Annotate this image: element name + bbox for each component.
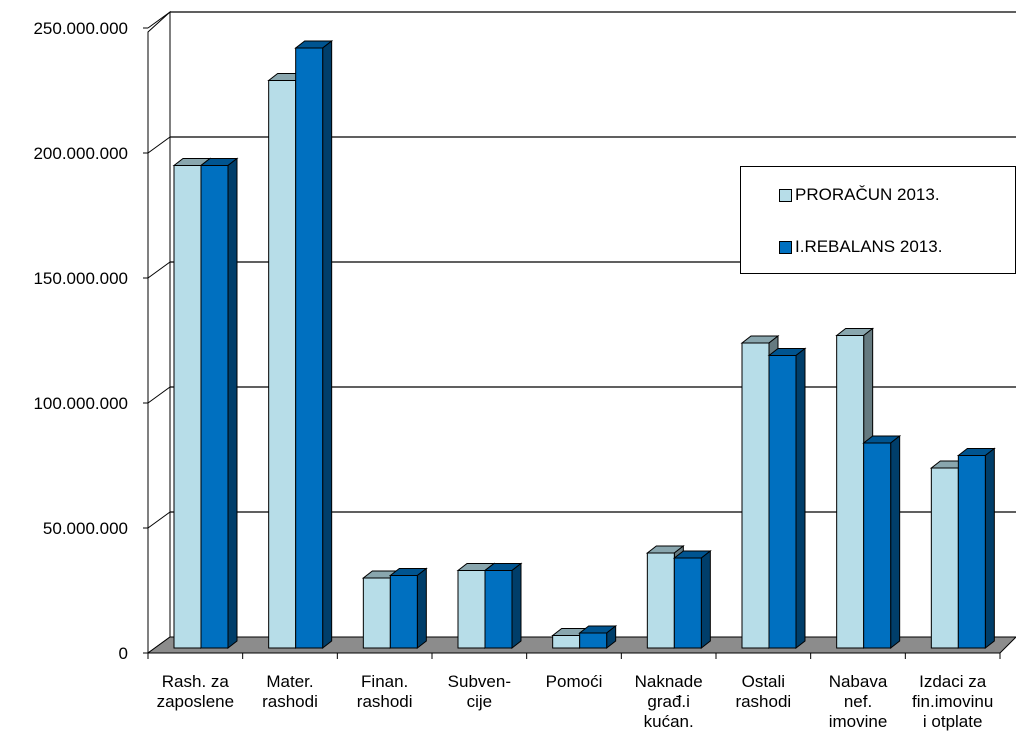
x-category-label: Subven-cije (448, 672, 511, 711)
legend: PRORAČUN 2013. I.REBALANS 2013. (740, 166, 1016, 274)
bar-front (673, 557, 702, 649)
y-tick-label: 0 (119, 644, 128, 663)
legend-label-proracun: PRORAČUN 2013. (795, 185, 940, 204)
x-category-label-line: nef. (844, 692, 872, 711)
x-category-label-line: Mater. (266, 672, 313, 691)
x-category-label: Rash. za zaposlene (157, 672, 235, 711)
bar-rebalans-5 (672, 549, 712, 650)
bar-side (795, 347, 806, 650)
bar-front (930, 467, 959, 649)
bar-front (646, 552, 675, 649)
bar-side (227, 157, 238, 650)
x-category-label: Ostali rashodi (735, 672, 791, 711)
x-category-label: Izdaci za fin.imovinu i otplate (912, 672, 993, 731)
bar-front (362, 577, 391, 649)
x-category-label-line: rashodi (262, 692, 318, 711)
bar-side (890, 434, 901, 650)
y-tick-label: 250.000.000 (33, 19, 128, 38)
gridline-side (147, 511, 171, 529)
x-category-label-line: građ.i (647, 692, 690, 711)
x-category-label: Nabava nef. imovine (829, 672, 888, 731)
bar-front (295, 47, 324, 649)
legend-item-rebalans: I.REBALANS 2013. (779, 237, 942, 257)
bar-front (484, 570, 513, 649)
bar-rebalans-0 (199, 157, 239, 650)
y-tick-label: 100.000.000 (33, 394, 128, 413)
bar-front (389, 575, 418, 649)
bar-side (416, 567, 427, 650)
bar-front (579, 632, 608, 649)
bar-rebalans-7 (862, 434, 902, 650)
bar-front (552, 635, 581, 649)
x-category-label-line: Rash. za (162, 672, 230, 691)
bar-front (741, 342, 770, 649)
x-category-label-line: Nabava (829, 672, 888, 691)
x-category-label-line: cije (467, 692, 493, 711)
legend-swatch-rebalans (779, 240, 792, 254)
bar-front (957, 455, 986, 649)
legend-item-proracun: PRORAČUN 2013. (779, 185, 940, 205)
x-category-label-line: i otplate (923, 712, 983, 731)
bar-rebalans-1 (294, 39, 334, 650)
x-category-label-line: rashodi (735, 692, 791, 711)
y-tick-label: 50.000.000 (43, 519, 128, 538)
bar-rebalans-8 (956, 447, 996, 650)
y-tick-label: 150.000.000 (33, 269, 128, 288)
gridline-side (147, 11, 171, 29)
x-category-label-line: Izdaci za (919, 672, 987, 691)
bar-front (768, 355, 797, 649)
y-axis-ticks: 0 50.000.000 100.000.000 150.000.000 200.000… (33, 19, 148, 663)
x-category-label: Naknade građ.i kućan. (635, 672, 703, 731)
x-category-label-line: fin.imovinu (912, 692, 993, 711)
left-wall (147, 10, 171, 654)
x-category-label-line: kućan. (644, 712, 694, 731)
gridline-side (147, 136, 171, 154)
x-category-label: Finan. rashodi (357, 672, 413, 711)
bar-front (836, 335, 865, 649)
legend-swatch-proracun (779, 188, 792, 202)
bar-rebalans-4 (578, 624, 618, 650)
bar-front (200, 165, 229, 649)
bar-front (268, 80, 297, 649)
bar-side (511, 562, 522, 650)
x-category-label-line: Ostali (742, 672, 785, 691)
gridline-side (147, 261, 171, 279)
bar-rebalans-2 (388, 567, 428, 650)
x-category-label: Mater. rashodi (262, 672, 318, 711)
bar-front (457, 570, 486, 649)
bar-rebalans-3 (483, 562, 523, 650)
bar-side (700, 549, 711, 650)
legend-label-rebalans: I.REBALANS 2013. (795, 237, 943, 256)
gridline-side (147, 386, 171, 404)
x-category-label-line: Finan. (361, 672, 408, 691)
x-category-label-line: imovine (829, 712, 888, 731)
bar-side (322, 39, 333, 650)
y-tick-label: 200.000.000 (33, 144, 128, 163)
x-category-label-line: Subven- (448, 672, 511, 691)
x-category-label: Pomoći (546, 672, 603, 691)
bar-front (863, 442, 892, 649)
bar-front (173, 165, 202, 649)
bar-side (984, 447, 995, 650)
x-category-label-line: Naknade (635, 672, 703, 691)
x-category-label-line: rashodi (357, 692, 413, 711)
bar-rebalans-6 (767, 347, 807, 650)
x-category-label-line: Pomoći (546, 672, 603, 691)
x-category-label-line: zaposlene (157, 692, 235, 711)
bars (172, 39, 996, 650)
